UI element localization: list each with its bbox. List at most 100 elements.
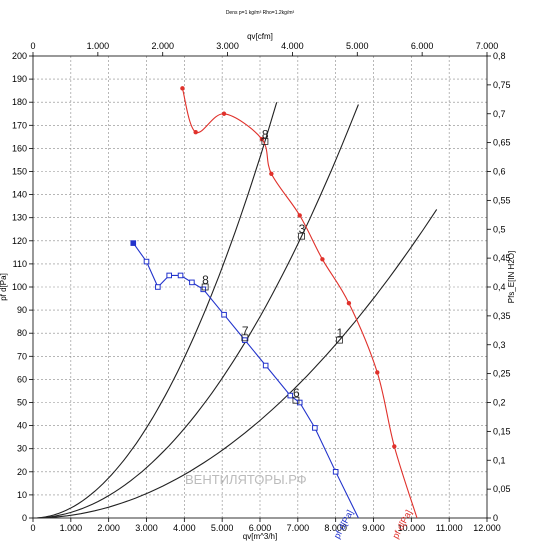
x-tick-label: 10.000 — [398, 523, 426, 533]
y-tick-label: 180 — [12, 97, 27, 107]
operating-point-label: 7 — [242, 324, 249, 338]
system-curve — [32, 104, 359, 519]
x-tick-label: 8.000 — [324, 523, 347, 533]
x-axis-title: qv[m^3/h] — [243, 532, 277, 541]
operating-point-marker — [241, 334, 249, 342]
y2-tick-label: 0,35 — [493, 311, 511, 321]
system-curve — [32, 102, 278, 519]
y2-axis-title: Pfs_E[IN H2O] — [507, 251, 516, 303]
system-curves — [32, 102, 438, 519]
x2-axis-title: qv[cfm] — [247, 32, 273, 41]
y2-tick-label: 0,4 — [493, 282, 506, 292]
series-point — [297, 213, 302, 218]
system-curve — [32, 209, 438, 519]
operating-point-marker — [261, 138, 269, 145]
y2-tick-label: 0,05 — [493, 484, 511, 494]
series-point — [193, 130, 198, 135]
operating-point-marker — [336, 336, 343, 344]
operating-point-label: 8 — [262, 127, 269, 141]
x-tick-label: 2.000 — [97, 523, 120, 533]
y-tick-label: 20 — [17, 467, 27, 477]
y2-tick-label: 0,25 — [493, 369, 511, 379]
series-point — [221, 311, 227, 318]
x-tick-label: 0 — [30, 523, 35, 533]
y2-tick-label: 0 — [493, 513, 498, 523]
operating-point-marker — [292, 396, 300, 404]
series-point — [375, 370, 380, 375]
x-tick-label: 6.000 — [249, 523, 272, 533]
y2-tick-label: 0,15 — [493, 426, 511, 436]
operating-point-marker — [201, 283, 209, 291]
y2-tick-label: 0,55 — [493, 195, 511, 205]
series-point — [262, 362, 269, 369]
operating-point-label: 8 — [202, 273, 209, 287]
series-point — [221, 111, 227, 116]
series-point — [189, 279, 195, 286]
y-tick-label: 80 — [17, 328, 27, 338]
grid-lines — [33, 56, 487, 518]
series-point — [143, 258, 150, 265]
x-tick-label: 12.000 — [473, 523, 501, 533]
y-tick-label: 50 — [17, 398, 27, 408]
x2-tick-label: 6.000 — [411, 41, 434, 51]
x-tick-label: 11.000 — [436, 523, 463, 533]
series-point — [346, 300, 352, 306]
series-point — [242, 337, 248, 343]
y-tick-label: 30 — [17, 444, 27, 454]
x-tick-label: 3.000 — [135, 523, 158, 533]
operating-point-label: 6 — [293, 386, 300, 400]
watermark-text: ВЕНТИЛЯТОРЫ.РФ — [185, 472, 307, 487]
series-point — [269, 171, 274, 177]
x2-tick-label: 5.000 — [346, 41, 369, 51]
y-tick-label: 40 — [17, 421, 27, 431]
y-tick-label: 110 — [13, 259, 27, 269]
y-tick-label: 0 — [22, 513, 27, 523]
y2-tick-label: 0,65 — [493, 138, 511, 148]
series-point — [166, 272, 172, 279]
y2-tick-label: 0,7 — [493, 109, 506, 119]
series-line — [181, 88, 418, 519]
y2-tick-label: 0,1 — [493, 455, 506, 465]
y-tick-label: 190 — [12, 74, 27, 84]
x-tick-label: 5.000 — [211, 523, 234, 533]
series-point — [180, 86, 185, 91]
y-tick-label: 200 — [12, 51, 27, 61]
y-axis-title: pf d[Pa] — [0, 273, 8, 301]
y2-tick-label: 0,75 — [493, 80, 511, 90]
series-point — [287, 392, 294, 399]
y2-tick-label: 0,45 — [493, 253, 511, 263]
series-point — [155, 284, 161, 290]
series-point — [320, 257, 325, 262]
y-tick-label: 10 — [17, 490, 27, 500]
x-tick-label: 7.000 — [287, 523, 310, 533]
operating-point-marker — [298, 232, 306, 240]
series-point — [177, 272, 184, 279]
x2-tick-label: 7.000 — [476, 41, 499, 51]
x-tick-label: 1.000 — [60, 523, 83, 533]
y-tick-label: 100 — [12, 282, 27, 292]
x2-tick-label: 0 — [30, 41, 35, 51]
x-tick-label: 9.000 — [362, 523, 385, 533]
x2-tick-label: 4.000 — [281, 41, 304, 51]
x2-tick-label: 1.000 — [87, 41, 110, 51]
chart-header: Dens p=1 kg/m³ Rho=1.2kg/m³ — [226, 10, 295, 16]
y-tick-label: 170 — [12, 120, 27, 130]
series-point — [200, 286, 207, 293]
series-point — [130, 240, 137, 246]
series-point — [312, 425, 318, 431]
y2-tick-label: 0,8 — [493, 51, 506, 61]
operating-point-label: 3 — [299, 222, 306, 236]
y-tick-label: 60 — [17, 374, 27, 384]
y2-tick-label: 0,5 — [493, 224, 506, 234]
y-tick-label: 150 — [12, 167, 27, 177]
y2-tick-label: 0,2 — [493, 398, 506, 408]
y-tick-label: 140 — [12, 190, 27, 200]
series-point — [296, 399, 303, 406]
series-point — [332, 469, 339, 475]
y-tick-label: 120 — [12, 236, 27, 246]
y-tick-label: 160 — [12, 143, 27, 153]
y2-tick-label: 0,6 — [493, 167, 506, 177]
operating-point-label: 1 — [336, 326, 343, 340]
